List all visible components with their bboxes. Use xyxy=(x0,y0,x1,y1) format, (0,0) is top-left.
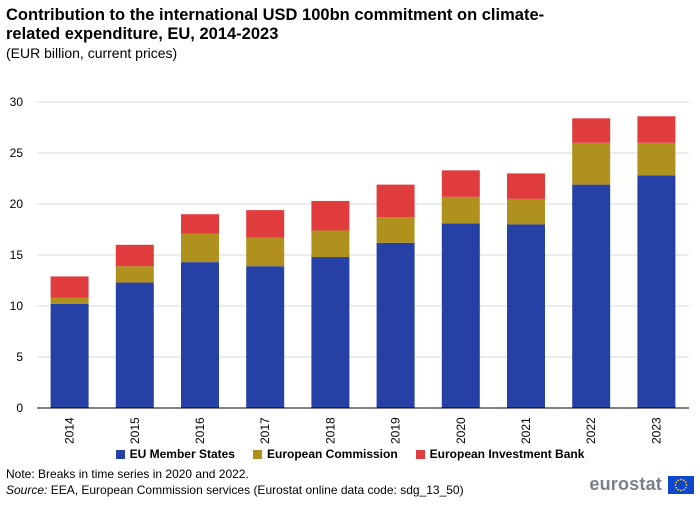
flag-star xyxy=(675,480,678,483)
chart-subtitle: (EUR billion, current prices) xyxy=(6,45,178,61)
flag-star xyxy=(677,478,680,481)
bar-commission-2017 xyxy=(246,237,285,267)
bar-commission-2019 xyxy=(376,217,415,243)
bar-member-states-2015 xyxy=(115,282,154,408)
y-tick-label: 20 xyxy=(10,197,24,211)
legend-item-eib: European Investment Bank xyxy=(415,447,585,461)
x-tick-label: 2014 xyxy=(63,417,77,444)
bar-member-states-2018 xyxy=(311,257,350,408)
chart-source: Source: EEA, European Commission service… xyxy=(6,482,464,498)
bar-eib-2014 xyxy=(50,276,89,298)
legend-item-member-states: EU Member States xyxy=(115,447,235,461)
bar-eib-2021 xyxy=(507,173,545,199)
x-tick-label: 2020 xyxy=(454,417,468,444)
x-tick-label: 2019 xyxy=(389,417,403,444)
bar-member-states-2016 xyxy=(181,262,219,408)
bar-member-states-2020 xyxy=(441,223,480,408)
bar-commission-2015 xyxy=(115,266,154,283)
chart-note: Note: Breaks in time series in 2020 and … xyxy=(6,467,249,481)
chart-title: Contribution to the international USD 10… xyxy=(6,6,545,43)
bar-commission-2022 xyxy=(572,142,611,185)
bar-commission-2020 xyxy=(441,196,480,224)
legend-label-eib: European Investment Bank xyxy=(429,447,585,461)
flag-star xyxy=(680,489,682,491)
x-tick-label: 2021 xyxy=(519,417,533,444)
bar-eib-2018 xyxy=(311,200,350,231)
bar-eib-2015 xyxy=(115,244,154,267)
flag-star xyxy=(684,486,687,489)
x-tick-label: 2017 xyxy=(258,417,272,444)
bar-member-states-2019 xyxy=(376,242,415,408)
legend-label-commission: European Commission xyxy=(266,447,398,461)
flag-star xyxy=(682,478,685,481)
logo-text: eurostat xyxy=(589,474,662,494)
x-tick-label: 2022 xyxy=(584,417,598,444)
flag-star xyxy=(682,488,685,491)
bar-eib-2022 xyxy=(572,118,611,143)
y-tick-label: 5 xyxy=(16,350,23,364)
bar-commission-2014 xyxy=(50,297,89,304)
source-label: Source: xyxy=(6,483,48,497)
bar-eib-2023 xyxy=(637,116,676,143)
y-tick-label: 15 xyxy=(10,248,24,262)
x-tick-label: 2018 xyxy=(323,417,337,444)
chart-legend: EU Member States European Commission Eur… xyxy=(0,447,700,461)
flag-star xyxy=(680,478,682,480)
legend-swatch-eib xyxy=(415,449,425,459)
bar-member-states-2022 xyxy=(572,184,611,408)
bar-member-states-2021 xyxy=(507,224,545,408)
y-tick-label: 0 xyxy=(16,401,23,415)
x-tick-label: 2015 xyxy=(128,417,142,444)
bar-eib-2020 xyxy=(441,170,480,197)
flag-star xyxy=(677,488,680,491)
legend-swatch-commission xyxy=(252,449,262,459)
bar-eib-2016 xyxy=(181,214,219,234)
bar-member-states-2014 xyxy=(50,303,89,408)
x-tick-label: 2023 xyxy=(649,417,663,444)
bar-member-states-2023 xyxy=(637,175,676,408)
flag-star xyxy=(684,480,687,483)
y-tick-label: 30 xyxy=(10,95,24,109)
y-tick-label: 25 xyxy=(10,146,24,160)
legend-label-member-states: EU Member States xyxy=(129,447,235,461)
flag-star xyxy=(674,483,677,486)
y-tick-label: 10 xyxy=(10,299,24,313)
legend-swatch-member-states xyxy=(115,449,125,459)
bar-commission-2023 xyxy=(637,142,676,176)
bar-eib-2017 xyxy=(246,210,285,238)
legend-item-commission: European Commission xyxy=(252,447,398,461)
bar-eib-2019 xyxy=(376,184,415,218)
eurostat-logo: eurostat xyxy=(589,474,694,495)
bar-commission-2016 xyxy=(181,233,219,263)
x-tick-label: 2016 xyxy=(193,417,207,444)
source-text: EEA, European Commission services (Euros… xyxy=(47,483,464,497)
bar-commission-2021 xyxy=(507,198,545,225)
flag-star xyxy=(685,483,688,486)
bar-commission-2018 xyxy=(311,230,350,258)
bar-member-states-2017 xyxy=(246,266,285,408)
flag-star xyxy=(675,486,678,489)
eu-flag-icon xyxy=(668,475,694,494)
